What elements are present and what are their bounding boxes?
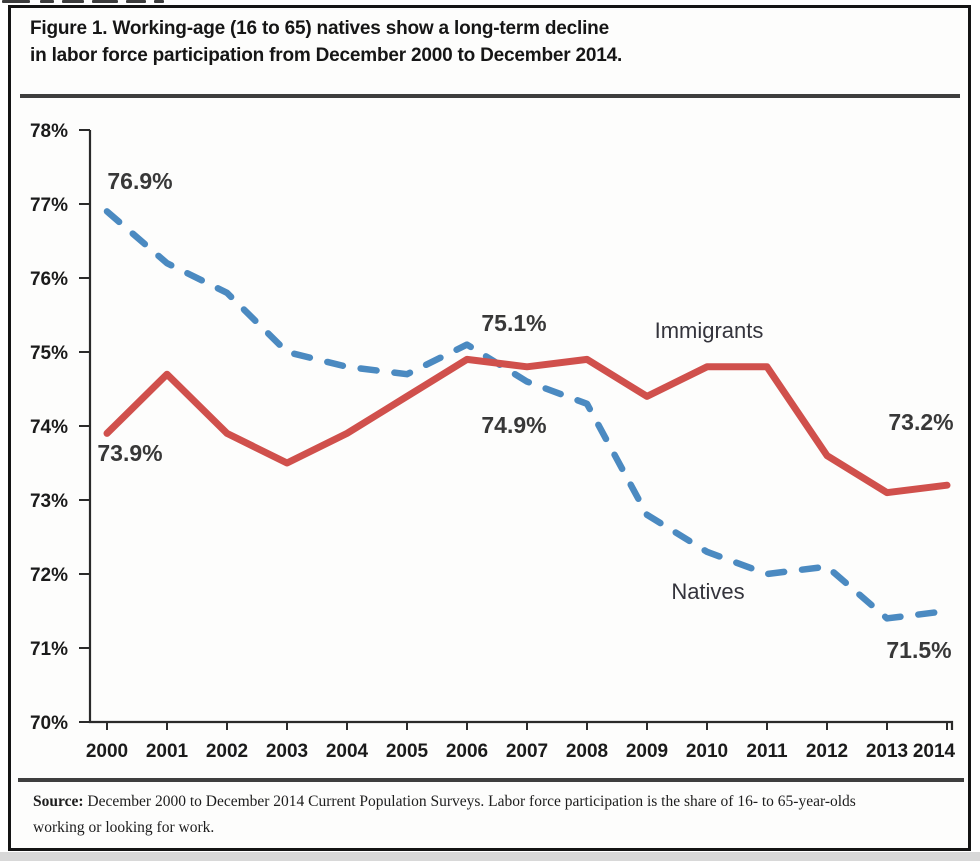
- x-axis-tick-label: 2003: [266, 741, 308, 762]
- y-axis-tick-label: 78%: [30, 121, 68, 142]
- source-text-line1: December 2000 to December 2014 Current P…: [87, 793, 856, 810]
- data-label: 76.9%: [107, 168, 172, 194]
- y-axis-tick-label: 75%: [30, 343, 68, 364]
- x-axis-tick-label: 2012: [806, 741, 848, 762]
- series-line-natives: [103, 208, 951, 622]
- page-edge-shadow: [0, 852, 980, 861]
- figure-title: Figure 1. Working-age (16 to 65) natives…: [30, 15, 750, 69]
- y-axis-tick-label: 76%: [30, 269, 68, 290]
- source-divider: [18, 778, 964, 782]
- x-axis-tick-label: 2007: [506, 741, 548, 762]
- x-axis-tick-label: 2014: [913, 741, 956, 762]
- source-note: Source: December 2000 to December 2014 C…: [33, 789, 955, 841]
- x-axis-tick-label: 2002: [206, 741, 248, 762]
- data-label: 73.2%: [888, 409, 953, 435]
- y-axis-tick-label: 72%: [30, 565, 68, 586]
- title-divider: [20, 94, 960, 98]
- x-axis-tick-label: 2013: [866, 741, 908, 762]
- source-label: Source:: [33, 793, 84, 810]
- y-axis-tick-label: 71%: [30, 639, 68, 660]
- figure-title-line1: Figure 1. Working-age (16 to 65) natives…: [30, 18, 609, 39]
- x-axis-tick-label: 2004: [326, 741, 369, 762]
- source-text-line2: working or looking for work.: [33, 819, 215, 836]
- y-axis-tick-label: 73%: [30, 491, 68, 512]
- x-axis-tick-label: 2000: [86, 741, 128, 762]
- x-axis-tick-label: 2001: [146, 741, 189, 762]
- data-label: 73.9%: [97, 440, 162, 466]
- data-label: 74.9%: [481, 412, 546, 438]
- y-axis-tick-label: 77%: [30, 195, 68, 216]
- y-axis-tick-label: 70%: [30, 713, 68, 734]
- series-label-natives: Natives: [671, 579, 744, 604]
- x-axis-tick-label: 2010: [686, 741, 728, 762]
- x-axis-tick-label: 2011: [746, 741, 788, 762]
- series-line-immigrants: [103, 355, 951, 497]
- data-label: 71.5%: [886, 637, 951, 663]
- x-axis-tick-label: 2008: [566, 741, 608, 762]
- data-label: 75.1%: [481, 310, 546, 336]
- source-line1: Source: December 2000 to December 2014 C…: [33, 789, 955, 815]
- x-axis-tick-label: 2005: [386, 741, 429, 762]
- figure-title-line2: in labor force participation from Decemb…: [30, 45, 623, 66]
- x-axis-tick-label: 2009: [626, 741, 668, 762]
- y-axis-tick-label: 74%: [30, 417, 68, 438]
- series-label-immigrants: Immigrants: [655, 318, 764, 343]
- x-axis-tick-label: 2006: [446, 741, 488, 762]
